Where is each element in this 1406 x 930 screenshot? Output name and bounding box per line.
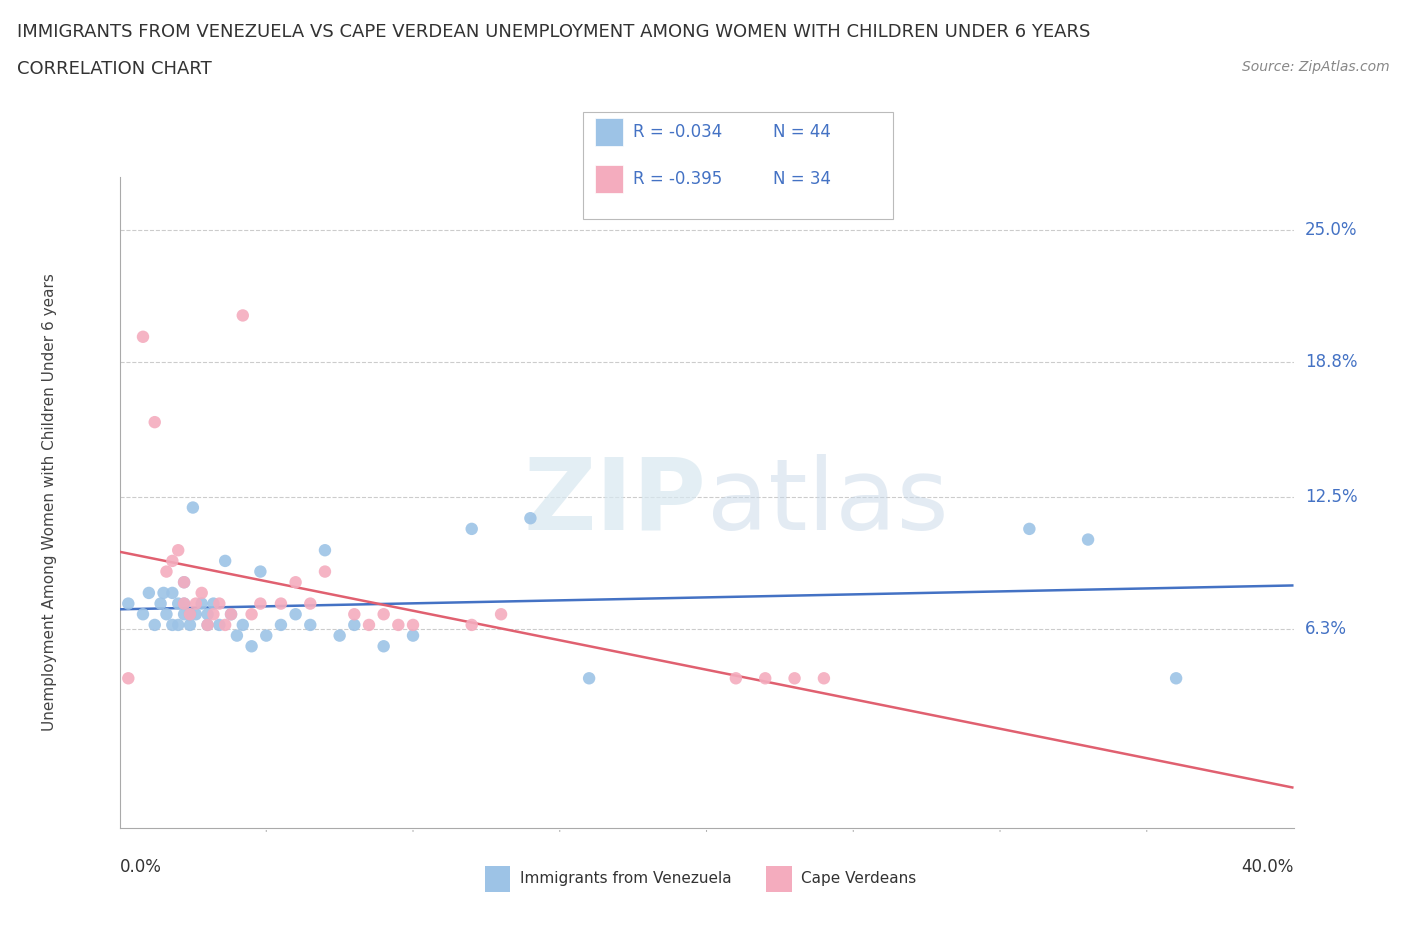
Point [197,618,219,632]
Point [232,308,254,323]
Point [314,543,336,558]
Point [299,618,322,632]
Point [117,596,139,611]
Point [254,628,277,643]
Point [167,596,190,611]
Point [519,511,541,525]
Point [343,606,366,621]
Point [214,553,236,568]
Point [173,575,195,590]
Point [173,596,195,611]
Point [357,618,380,632]
Text: CORRELATION CHART: CORRELATION CHART [17,60,212,78]
Text: N = 34: N = 34 [773,169,831,188]
Point [249,565,271,579]
Point [249,596,271,611]
Point [143,415,166,430]
Point [387,618,409,632]
Point [173,596,195,611]
Point [132,606,155,621]
Text: Immigrants from Venezuela: Immigrants from Venezuela [520,871,733,886]
Point [214,618,236,632]
Point [155,565,177,579]
Point [314,565,336,579]
Point [299,596,322,611]
Point [225,628,249,643]
Text: 12.5%: 12.5% [1305,488,1357,506]
Text: 6.3%: 6.3% [1305,620,1347,638]
Point [578,671,600,685]
Text: 0.0%: 0.0% [120,858,162,876]
Point [162,586,184,601]
Point [173,575,195,590]
Text: Cape Verdeans: Cape Verdeans [801,871,917,886]
Text: Unemployment Among Women with Children Under 6 years: Unemployment Among Women with Children U… [42,273,56,731]
Text: 40.0%: 40.0% [1241,858,1294,876]
Point [1164,671,1187,685]
Text: 25.0%: 25.0% [1305,221,1357,239]
Point [155,606,177,621]
Point [208,618,231,632]
Point [813,671,835,685]
Point [402,628,425,643]
Point [754,671,776,685]
Point [190,596,212,611]
Point [162,553,184,568]
Text: R = -0.395: R = -0.395 [633,169,721,188]
Point [240,639,263,654]
Point [373,606,395,621]
Point [190,586,212,601]
Point [1018,522,1040,537]
Point [208,596,231,611]
Point [219,606,242,621]
Point [284,606,307,621]
Text: R = -0.034: R = -0.034 [633,123,721,141]
Point [489,606,512,621]
Point [202,606,225,621]
Point [284,575,307,590]
Text: Source: ZipAtlas.com: Source: ZipAtlas.com [1241,60,1389,74]
Text: IMMIGRANTS FROM VENEZUELA VS CAPE VERDEAN UNEMPLOYMENT AMONG WOMEN WITH CHILDREN: IMMIGRANTS FROM VENEZUELA VS CAPE VERDEA… [17,23,1090,41]
Point [152,586,174,601]
Point [1077,532,1099,547]
Point [197,618,219,632]
Point [132,329,155,344]
Point [783,671,806,685]
Point [197,606,219,621]
Point [138,586,160,601]
Point [329,628,352,643]
Point [143,618,166,632]
Point [270,618,292,632]
Point [460,618,484,632]
Point [184,606,207,621]
Point [184,596,207,611]
Text: 18.8%: 18.8% [1305,353,1357,371]
Point [270,596,292,611]
Point [232,618,254,632]
Text: ZIP: ZIP [523,454,707,551]
Point [179,606,201,621]
Text: atlas: atlas [707,454,948,551]
Point [202,596,225,611]
Point [460,522,484,537]
Point [167,618,190,632]
Point [724,671,747,685]
Point [343,618,366,632]
Point [181,500,204,515]
Point [402,618,425,632]
Point [373,639,395,654]
Point [162,618,184,632]
Point [149,596,172,611]
Point [179,606,201,621]
Point [219,606,242,621]
Text: N = 44: N = 44 [773,123,831,141]
Point [240,606,263,621]
Point [167,543,190,558]
Point [179,618,201,632]
Point [173,606,195,621]
Point [117,671,139,685]
